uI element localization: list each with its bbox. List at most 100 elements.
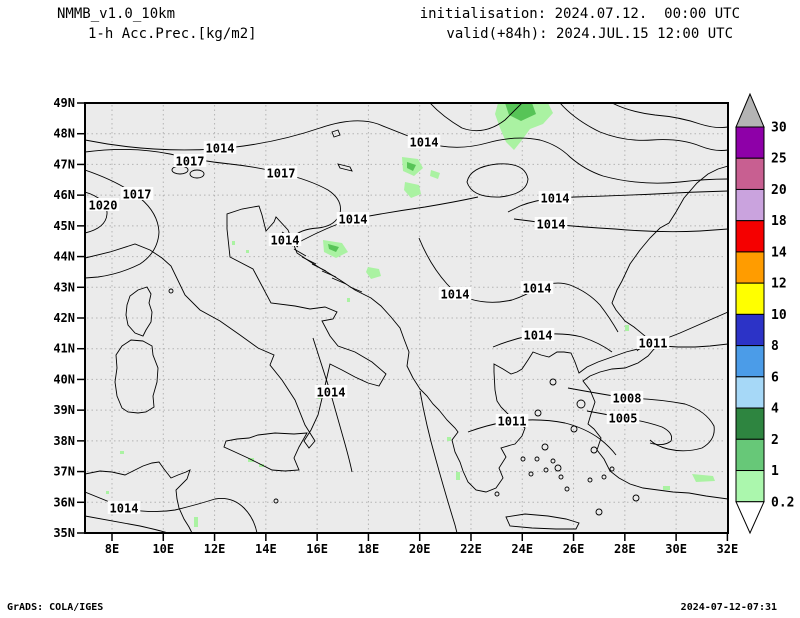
svg-text:1017: 1017 xyxy=(267,167,296,181)
lon-tick-label: 32E xyxy=(717,542,739,556)
lon-tick-label: 18E xyxy=(358,542,380,556)
lon-tick-label: 16E xyxy=(306,542,328,556)
lon-tick-label: 12E xyxy=(204,542,226,556)
colorbar-segment xyxy=(735,407,765,440)
contour-label: 1014 xyxy=(268,233,302,248)
colorbar-level-label: 10 xyxy=(771,308,787,323)
creation-timestamp: 2024-07-12-07:31 xyxy=(680,602,777,613)
valid-time-label: valid(+84h): 2024.JUL.15 12:00 UTC xyxy=(446,26,733,42)
svg-text:1014: 1014 xyxy=(110,502,139,516)
lat-tick-label: 48N xyxy=(53,127,75,141)
colorbar-segment xyxy=(735,220,765,253)
lon-tick-label: 22E xyxy=(460,542,482,556)
contour-label: 1014 xyxy=(521,328,555,343)
colorbar-level-label: 1 xyxy=(771,464,779,479)
axis-ticks xyxy=(77,102,729,541)
lon-tick-label: 20E xyxy=(409,542,431,556)
grads-credit: GrADS: COLA/IGES xyxy=(7,602,104,613)
lat-tick-label: 38N xyxy=(53,434,75,448)
colorbar-level-label: 14 xyxy=(771,245,787,260)
lat-tick-label: 41N xyxy=(53,342,75,356)
svg-text:1014: 1014 xyxy=(441,288,470,302)
colorbar-segment xyxy=(735,470,765,503)
colorbar-under-arrow xyxy=(735,501,765,535)
colorbar-segment xyxy=(735,313,765,347)
gridlines xyxy=(87,105,726,531)
colorbar-level-label: 25 xyxy=(771,152,787,167)
lon-tick-label: 10E xyxy=(152,542,174,556)
contour-label: 1014 xyxy=(538,191,572,206)
svg-text:1014: 1014 xyxy=(317,386,346,400)
lat-tick-label: 46N xyxy=(53,188,75,202)
contour-label: 1014 xyxy=(534,217,568,232)
lon-tick-label: 30E xyxy=(665,542,687,556)
contour-label: 1014 xyxy=(336,212,370,227)
svg-text:1014: 1014 xyxy=(537,218,566,232)
colorbar-level-label: 20 xyxy=(771,183,787,198)
colorbar-segment xyxy=(735,251,765,284)
contour-label: 1005 xyxy=(606,411,640,426)
lon-tick-label: 28E xyxy=(614,542,636,556)
svg-text:1014: 1014 xyxy=(206,142,235,156)
contour-label: 1017 xyxy=(120,187,154,202)
colorbar-over-arrow xyxy=(735,92,765,128)
svg-text:1014: 1014 xyxy=(541,192,570,206)
svg-text:1014: 1014 xyxy=(271,234,300,248)
colorbar-level-label: 0.2 xyxy=(771,495,794,510)
lon-tick-label: 24E xyxy=(511,542,533,556)
colorbar-level-label: 12 xyxy=(771,277,787,292)
contour-label: 1011 xyxy=(636,336,670,351)
colorbar-level-label: 30 xyxy=(771,121,787,136)
contour-label: 1014 xyxy=(314,385,348,400)
lon-tick-label: 8E xyxy=(105,542,119,556)
coastlines xyxy=(85,129,728,533)
svg-text:1011: 1011 xyxy=(639,337,668,351)
lat-tick-label: 49N xyxy=(53,96,75,110)
contour-label: 1011 xyxy=(495,414,529,429)
init-time-label: initialisation: 2024.07.12. 00:00 UTC xyxy=(419,6,740,22)
lat-tick-label: 36N xyxy=(53,495,75,509)
svg-text:1011: 1011 xyxy=(498,415,527,429)
lat-tick-label: 40N xyxy=(53,372,75,386)
lat-tick-label: 42N xyxy=(53,311,75,325)
axis-labels: 49N 48N 47N 46N 45N 44N 43N 42N 41N 40N 39N 38N 37N 3… xyxy=(53,96,738,556)
svg-text:1008: 1008 xyxy=(613,392,642,406)
svg-text:1014: 1014 xyxy=(410,136,439,150)
lat-tick-label: 43N xyxy=(53,280,75,294)
colorbar-level-label: 2 xyxy=(771,433,779,448)
contour-label: 1017 xyxy=(264,166,298,181)
contour-label: 1014 xyxy=(520,281,554,296)
lat-tick-label: 45N xyxy=(53,219,75,233)
colorbar-level-label: 8 xyxy=(771,339,779,354)
lat-tick-label: 47N xyxy=(53,157,75,171)
contour-label: 1014 xyxy=(438,287,472,302)
lat-tick-label: 44N xyxy=(53,250,75,264)
svg-text:1014: 1014 xyxy=(524,329,553,343)
contour-label: 1014 xyxy=(203,141,237,156)
model-title: NMMB_v1.0_10km xyxy=(57,6,176,22)
contour-label: 1014 xyxy=(107,501,141,516)
contour-label: 1020 xyxy=(86,198,120,213)
colorbar-level-label: 6 xyxy=(771,370,779,385)
svg-text:1014: 1014 xyxy=(339,213,368,227)
svg-text:1014: 1014 xyxy=(523,282,552,296)
colorbar-level-label: 18 xyxy=(771,214,787,229)
colorbar-segment xyxy=(735,376,765,409)
svg-text:1020: 1020 xyxy=(89,199,118,213)
colorbar-segment xyxy=(735,157,765,190)
lon-tick-label: 26E xyxy=(563,542,585,556)
isobars xyxy=(85,103,728,533)
lat-tick-label: 39N xyxy=(53,403,75,417)
colorbar-segment xyxy=(735,438,765,472)
colorbar-segment xyxy=(735,345,765,378)
svg-text:1005: 1005 xyxy=(609,412,638,426)
contour-labels: 1014101710201017101710141014101410141014… xyxy=(86,135,670,516)
svg-text:1017: 1017 xyxy=(176,155,205,169)
lon-tick-label: 14E xyxy=(255,542,277,556)
product-title: 1-h Acc.Prec.[kg/m2] xyxy=(88,26,257,42)
colorbar-level-label: 4 xyxy=(771,402,779,417)
precip-patches xyxy=(106,103,715,527)
colorbar-segment xyxy=(735,188,765,222)
